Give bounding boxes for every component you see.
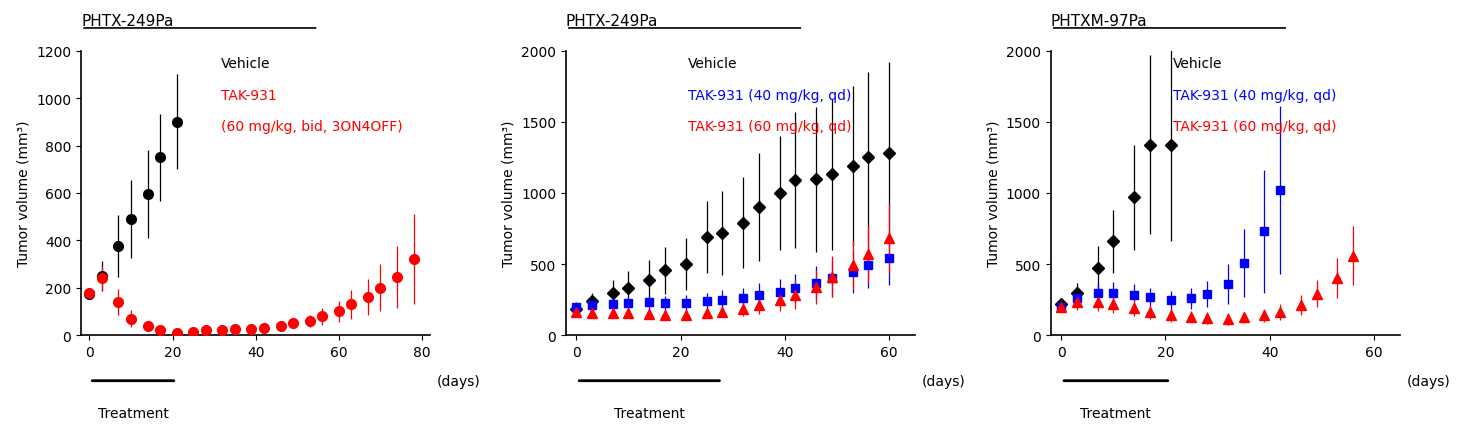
Text: (days): (days): [437, 374, 481, 388]
Text: TAK-931 (40 mg/kg, qd): TAK-931 (40 mg/kg, qd): [688, 89, 851, 102]
Y-axis label: Tumor volume (mm³): Tumor volume (mm³): [986, 120, 1000, 267]
Text: Treatment: Treatment: [98, 406, 169, 420]
Text: PHTXM-97Pa: PHTXM-97Pa: [1050, 14, 1147, 29]
Text: TAK-931 (60 mg/kg, qd): TAK-931 (60 mg/kg, qd): [688, 120, 852, 134]
Text: (days): (days): [1407, 374, 1451, 388]
Text: PHTX-249Pa: PHTX-249Pa: [81, 14, 173, 29]
Text: TAK-931: TAK-931: [220, 89, 276, 102]
Text: Treatment: Treatment: [613, 406, 685, 420]
Text: (days): (days): [923, 374, 965, 388]
Y-axis label: Tumor volume (mm³): Tumor volume (mm³): [16, 120, 31, 267]
Text: PHTX-249Pa: PHTX-249Pa: [566, 14, 659, 29]
Text: (60 mg/kg, bid, 3ON4OFF): (60 mg/kg, bid, 3ON4OFF): [220, 120, 402, 134]
Text: Vehicle: Vehicle: [1174, 57, 1222, 71]
Text: TAK-931 (40 mg/kg, qd): TAK-931 (40 mg/kg, qd): [1174, 89, 1336, 102]
Text: Treatment: Treatment: [1080, 406, 1152, 420]
Text: TAK-931 (60 mg/kg, qd): TAK-931 (60 mg/kg, qd): [1174, 120, 1336, 134]
Text: Vehicle: Vehicle: [220, 57, 270, 71]
Y-axis label: Tumor volume (mm³): Tumor volume (mm³): [502, 120, 515, 267]
Text: Vehicle: Vehicle: [688, 57, 738, 71]
